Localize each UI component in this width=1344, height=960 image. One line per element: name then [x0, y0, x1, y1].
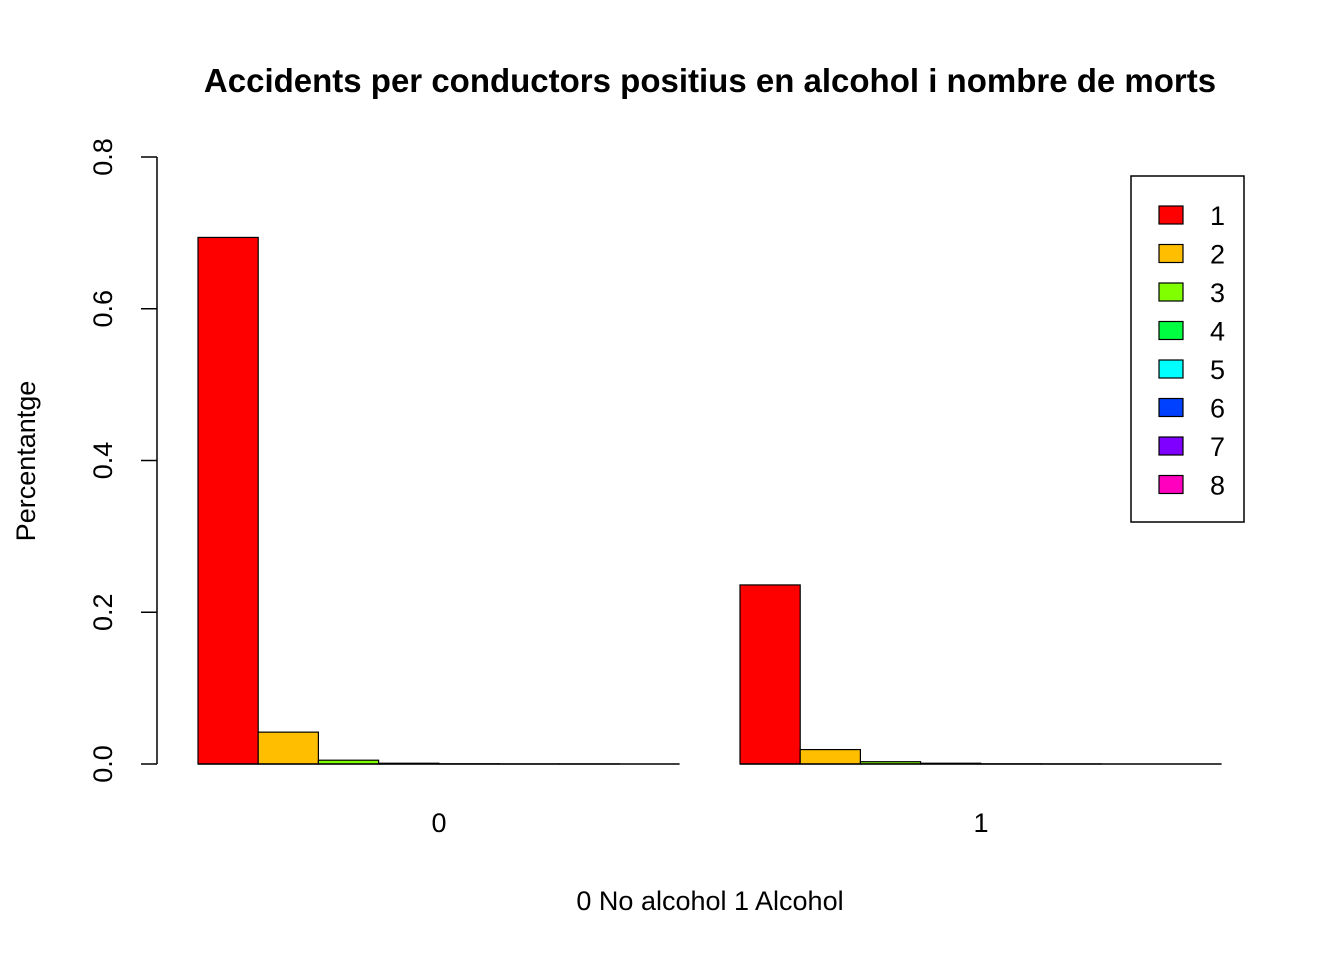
- legend-swatch: [1158, 436, 1184, 456]
- y-tick-label: 0.0: [88, 745, 118, 783]
- legend-label: 2: [1210, 240, 1225, 270]
- y-tick-label: 0.2: [88, 593, 118, 631]
- bar: [799, 748, 862, 765]
- legend-label: 5: [1210, 355, 1225, 385]
- bars: [197, 236, 1102, 765]
- y-tick-label: 0.6: [88, 290, 118, 328]
- legend-swatch: [1158, 474, 1184, 495]
- legend-swatch: [1158, 320, 1184, 341]
- legend-swatch: [1158, 282, 1184, 302]
- legend-swatch: [1158, 397, 1184, 418]
- legend-box: [1130, 175, 1245, 523]
- legend-swatch: [1158, 243, 1184, 264]
- legend-label: 6: [1210, 394, 1225, 424]
- legend-swatch: [1158, 205, 1184, 225]
- y-tick-label: 0.4: [88, 442, 118, 480]
- y-axis-label: Percentantge: [11, 381, 41, 542]
- legend-label: 7: [1210, 432, 1225, 462]
- legend-label: 8: [1210, 471, 1225, 501]
- bar: [197, 236, 259, 765]
- legend-label: 4: [1210, 317, 1225, 347]
- y-tick-label: 0.8: [88, 138, 118, 176]
- bar: [739, 584, 801, 765]
- x-axis-label: 0 No alcohol 1 Alcohol: [576, 886, 843, 916]
- legend-label: 3: [1210, 278, 1225, 308]
- bar: [257, 731, 320, 765]
- legend-swatch: [1158, 359, 1184, 379]
- legend: 1 2 3 4 5 6 7 8: [1130, 175, 1245, 523]
- y-axis: 0.0 0.2 0.4 0.6 0.8: [88, 138, 158, 783]
- chart-title: Accidents per conductors positius en alc…: [204, 62, 1216, 99]
- x-category-label: 1: [973, 808, 988, 838]
- x-category-label: 0: [431, 808, 446, 838]
- legend-label: 1: [1210, 201, 1225, 231]
